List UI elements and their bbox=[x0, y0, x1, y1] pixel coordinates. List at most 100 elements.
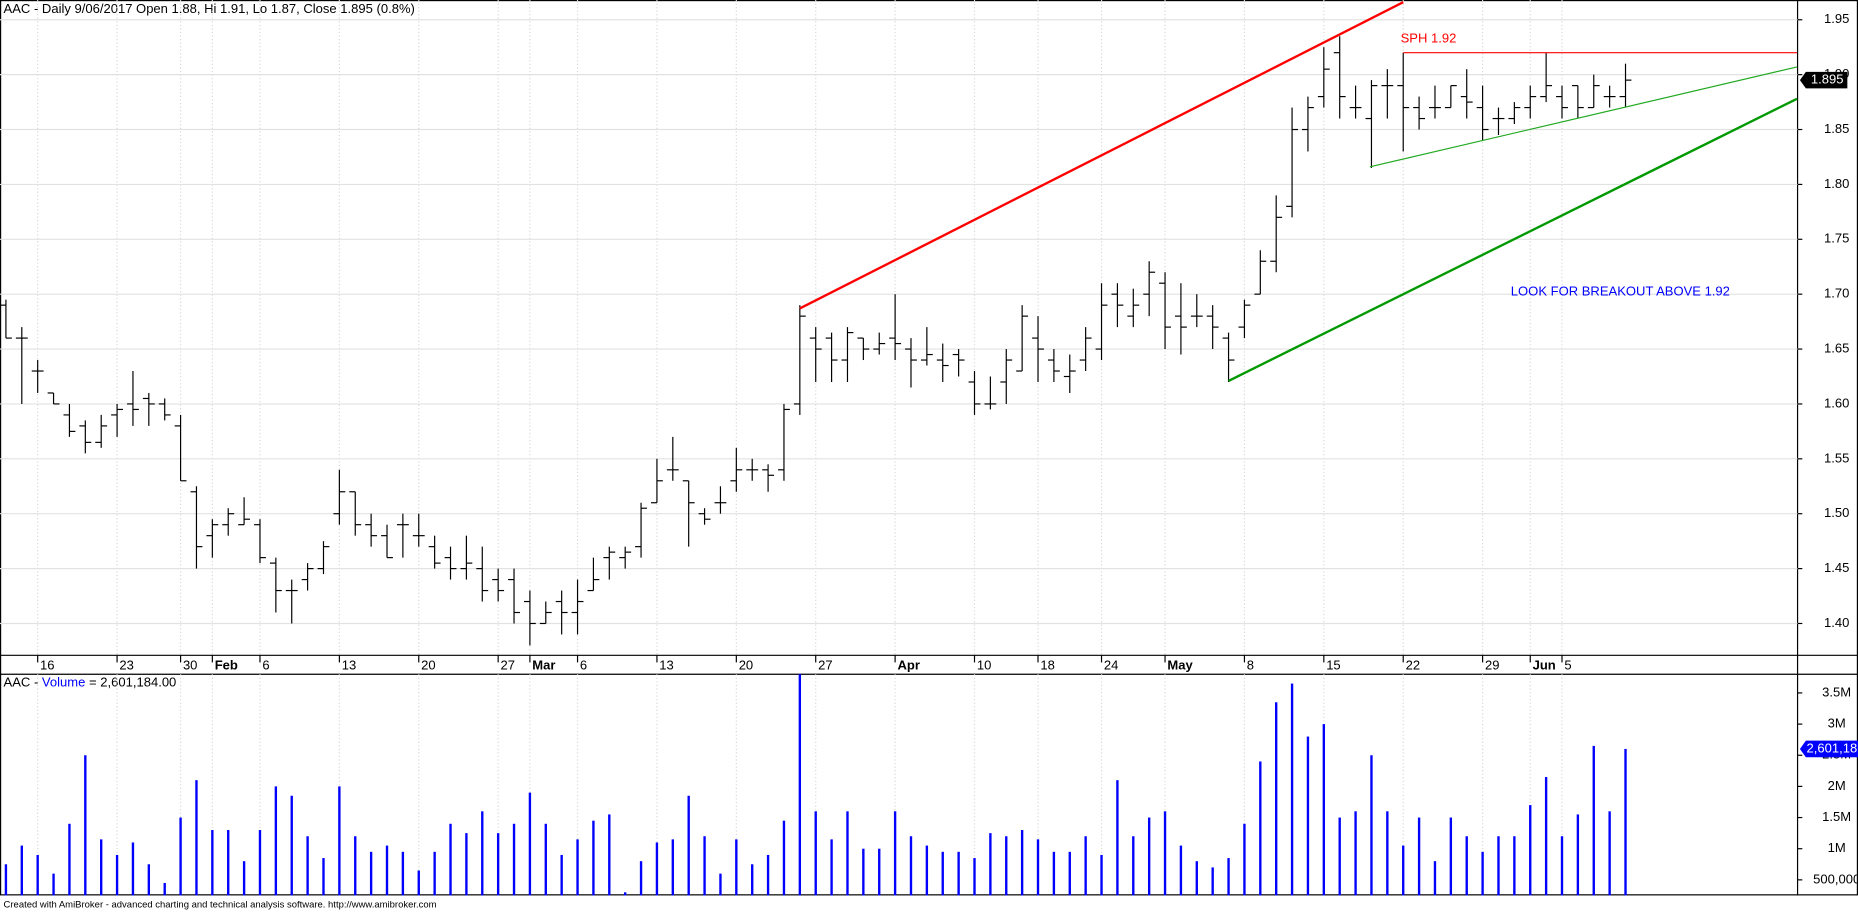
y-tick-label: 1.95 bbox=[1824, 11, 1849, 26]
volume-bar bbox=[20, 845, 23, 896]
volume-bar bbox=[1243, 823, 1246, 896]
volume-bar bbox=[973, 858, 976, 896]
x-tick-label: Apr bbox=[897, 657, 919, 672]
trendlines bbox=[799, 1, 1798, 382]
y-tick-label: 1.40 bbox=[1824, 615, 1849, 630]
volume-bar bbox=[893, 811, 897, 896]
y-tick-label: 1.85 bbox=[1824, 121, 1849, 136]
volume-bar bbox=[639, 861, 643, 896]
volume-bar bbox=[1036, 839, 1040, 896]
x-tick-label: 20 bbox=[739, 657, 753, 672]
x-tick-label: 27 bbox=[818, 657, 832, 672]
volume-title: AAC - Volume = 2,601,184.00 bbox=[4, 675, 177, 690]
volume-bar bbox=[957, 851, 960, 896]
volume-bar bbox=[1227, 858, 1230, 896]
volume-bar bbox=[195, 780, 198, 896]
x-tick-label: 30 bbox=[183, 657, 197, 672]
trendline bbox=[1369, 66, 1798, 168]
volume-bar bbox=[766, 854, 770, 896]
volume-bar bbox=[782, 820, 786, 896]
price-title: AAC - Daily 9/06/2017 Open 1.88, Hi 1.91… bbox=[4, 1, 415, 16]
volume-bar bbox=[322, 858, 325, 896]
volume-bar bbox=[354, 836, 357, 896]
volume-bar bbox=[687, 795, 690, 896]
y-tick-label: 1.75 bbox=[1824, 231, 1849, 246]
volume-bar bbox=[671, 839, 674, 896]
volume-bar bbox=[528, 792, 532, 896]
annotation: LOOK FOR BREAKOUT ABOVE 1.92 bbox=[1511, 284, 1730, 299]
volume-bar bbox=[1020, 830, 1024, 896]
x-tick-label: 5 bbox=[1564, 657, 1571, 672]
last-price-box bbox=[1799, 71, 1848, 89]
volume-bar bbox=[1052, 851, 1056, 896]
last-price-label: 1.895 bbox=[1811, 72, 1844, 87]
volume-bar bbox=[1497, 836, 1500, 896]
x-tick-label: Jun bbox=[1533, 657, 1556, 672]
volume-bar bbox=[1402, 845, 1405, 896]
volume-bar bbox=[258, 830, 262, 896]
volume-bar bbox=[735, 839, 738, 896]
y-tick-label: 500,000 bbox=[1813, 871, 1858, 886]
volume-bar bbox=[36, 854, 39, 896]
x-tick-label: 6 bbox=[580, 657, 587, 672]
volume-bar bbox=[1195, 861, 1198, 896]
volume-bar bbox=[68, 823, 71, 896]
volume-bar bbox=[1370, 755, 1373, 896]
volume-bar bbox=[496, 833, 500, 896]
volume-bar bbox=[655, 842, 659, 896]
volume-bar bbox=[878, 848, 881, 896]
volume-bar bbox=[1275, 702, 1278, 896]
volume-bar bbox=[751, 864, 754, 896]
y-tick-label: 3M bbox=[1828, 716, 1846, 731]
x-tick-label: 10 bbox=[977, 657, 991, 672]
x-tick-label: 20 bbox=[421, 657, 435, 672]
last-volume-label: 2,601,18 bbox=[1807, 740, 1858, 755]
y-tick-label: 1.65 bbox=[1824, 341, 1849, 356]
trendline bbox=[799, 1, 1404, 310]
x-tick-label: 27 bbox=[501, 657, 515, 672]
x-tick-label: 13 bbox=[342, 657, 356, 672]
volume-bar bbox=[1322, 724, 1326, 896]
volume-bar bbox=[84, 755, 87, 896]
volume-bar bbox=[1624, 748, 1627, 896]
volume-bar bbox=[449, 823, 452, 896]
volume-bar bbox=[560, 854, 563, 896]
volume-bar bbox=[1211, 867, 1214, 896]
volume-bar bbox=[1449, 817, 1453, 896]
volume-bar bbox=[306, 836, 309, 896]
volume-bar bbox=[1163, 811, 1167, 896]
volume-bar bbox=[846, 811, 849, 896]
volume-bar bbox=[1465, 836, 1468, 896]
y-tick-label: 3.5M bbox=[1822, 684, 1851, 699]
y-tick-label: 1.5M bbox=[1822, 809, 1851, 824]
x-tick-label: 29 bbox=[1485, 657, 1499, 672]
x-tick-label: 24 bbox=[1104, 657, 1118, 672]
trendline bbox=[1228, 97, 1798, 382]
y-tick-label: 1.55 bbox=[1824, 450, 1849, 465]
volume-bar bbox=[433, 851, 436, 896]
volume-bar bbox=[1560, 836, 1564, 896]
volume-bar bbox=[1433, 861, 1437, 896]
volume-bar bbox=[131, 842, 135, 896]
volume-bar bbox=[814, 811, 817, 896]
volume-bar bbox=[179, 817, 182, 896]
annotation: SPH 1.92 bbox=[1401, 30, 1457, 45]
y-tick-label: 1.45 bbox=[1824, 560, 1849, 575]
volume-bar bbox=[909, 836, 913, 896]
x-tick-label: 8 bbox=[1247, 657, 1254, 672]
volume-title-part: AAC - bbox=[4, 675, 39, 690]
volume-bar bbox=[1132, 836, 1135, 896]
volume-bar bbox=[925, 845, 929, 896]
volume-bar bbox=[100, 839, 103, 896]
volume-bar bbox=[52, 873, 55, 896]
volume-bar bbox=[798, 674, 802, 896]
volume-bar bbox=[417, 870, 420, 896]
y-tick-label: 1.60 bbox=[1824, 395, 1849, 410]
x-tick-label: Feb bbox=[215, 657, 238, 672]
x-tick-label: 16 bbox=[40, 657, 54, 672]
volume-bar bbox=[211, 830, 214, 896]
volume-bar bbox=[1259, 761, 1262, 896]
